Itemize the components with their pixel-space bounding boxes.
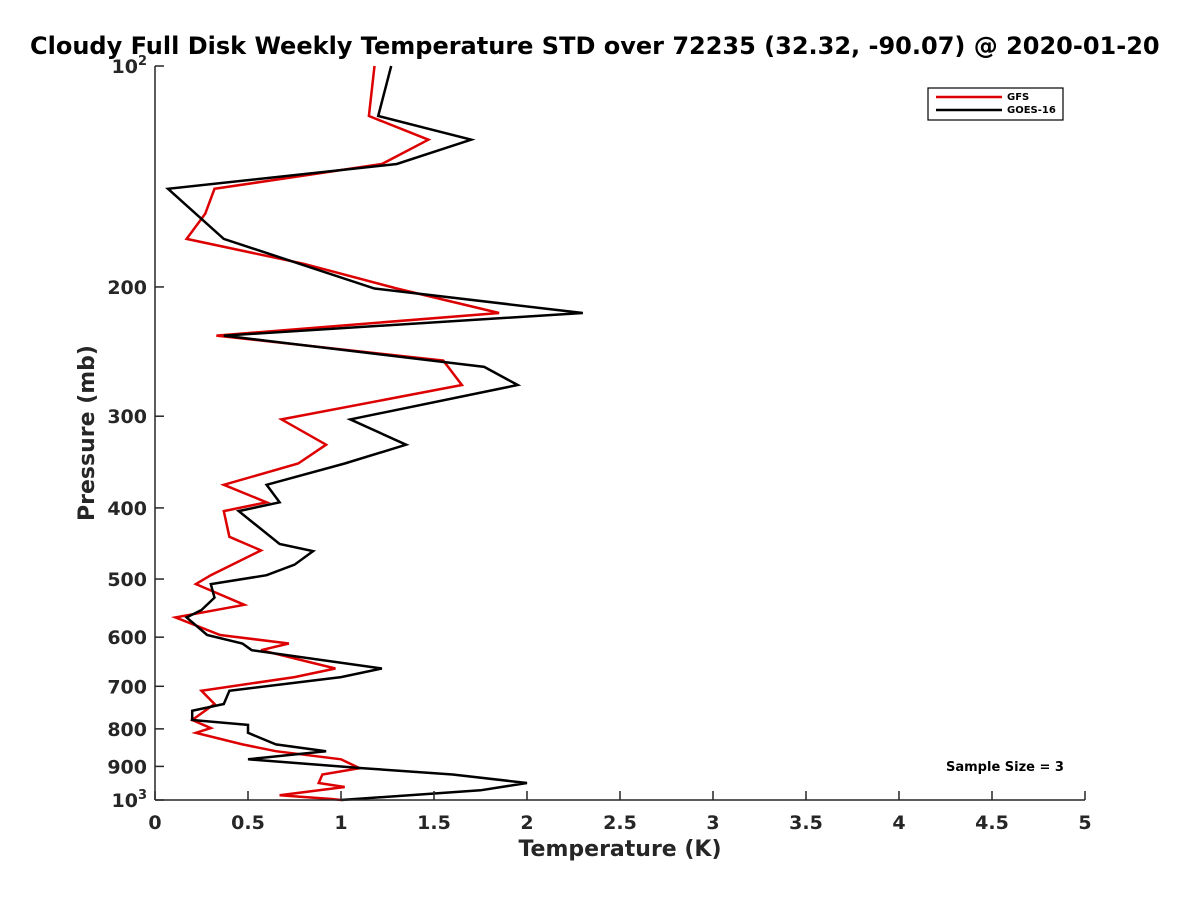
x-tick-label: 3.5 <box>789 812 823 834</box>
x-tick-label: 1.5 <box>417 812 451 834</box>
y-tick-label: 700 <box>107 676 147 698</box>
y-tick-label: 500 <box>107 569 147 591</box>
x-tick-label: 2.5 <box>603 812 637 834</box>
legend-label-gfs: GFS <box>1007 92 1029 103</box>
sample-size-annotation: Sample Size = 3 <box>946 760 1064 775</box>
y-tick-label: 102 <box>112 54 148 78</box>
chart-title: Cloudy Full Disk Weekly Temperature STD … <box>30 32 1160 60</box>
x-tick-label: 4 <box>892 812 905 834</box>
legend-box <box>927 87 1064 121</box>
legend: GFS GOES-16 <box>927 87 1064 121</box>
y-tick-label: 900 <box>107 756 147 778</box>
x-tick-label: 2 <box>520 812 533 834</box>
y-tick-label: 103 <box>112 788 148 812</box>
series-line-goes16 <box>165 65 583 802</box>
legend-label-goes16: GOES-16 <box>1007 105 1056 116</box>
x-tick-label: 0 <box>148 812 161 834</box>
y-axis-label: Pressure (mb) <box>75 345 100 521</box>
y-tick-label: 400 <box>107 498 147 520</box>
x-tick-label: 0.5 <box>231 812 265 834</box>
x-tick-label: 3 <box>706 812 719 834</box>
series-layer <box>165 65 583 802</box>
y-tick-label: 200 <box>107 277 147 299</box>
y-tick-label: 800 <box>107 719 147 741</box>
series-line-gfs <box>170 65 500 802</box>
x-tick-label: 1 <box>334 812 347 834</box>
x-tick-label: 4.5 <box>975 812 1009 834</box>
y-tick-label: 600 <box>107 627 147 649</box>
x-axis-label: Temperature (K) <box>518 837 721 862</box>
y-tick-label: 300 <box>107 406 147 428</box>
x-tick-label: 5 <box>1078 812 1091 834</box>
